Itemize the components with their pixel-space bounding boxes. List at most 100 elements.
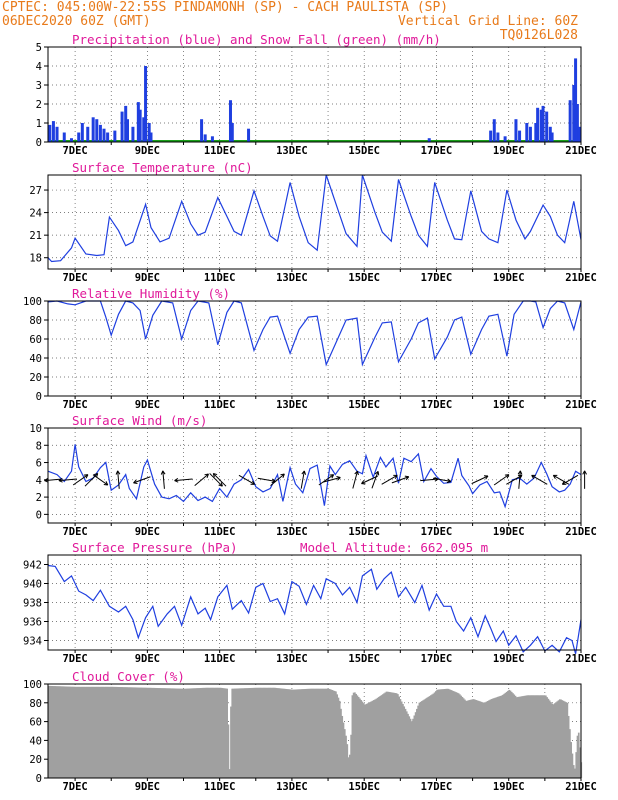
precipitation-bar xyxy=(62,132,66,142)
wind-arrow xyxy=(209,473,223,487)
cloud-cover-bar xyxy=(101,686,103,778)
cloud-cover-bar xyxy=(107,686,110,778)
wind-arrow xyxy=(212,472,227,487)
cloud-cover-bar xyxy=(72,686,74,778)
wind-arrow xyxy=(561,474,579,485)
cloud-cover-bar xyxy=(466,700,469,778)
panel-frame xyxy=(47,427,582,524)
cloud-cover-bar xyxy=(565,702,567,778)
x-tick-label: 13DEC xyxy=(276,653,308,665)
cloud-cover-bar xyxy=(66,686,69,778)
cloud-cover-bar xyxy=(575,752,578,778)
cloud-cover-bar xyxy=(147,687,150,778)
x-tick-label: 11DEC xyxy=(204,272,236,284)
cloud-cover-bar xyxy=(264,687,266,778)
x-tick-label: 13DEC xyxy=(276,399,308,411)
cloud-cover-bar xyxy=(106,686,108,778)
wind-arrow xyxy=(270,473,285,486)
cloud-cover-bar xyxy=(183,688,185,778)
wind-arrow xyxy=(318,474,335,486)
precipitation-bar xyxy=(147,123,151,142)
y-tick-label: 5 xyxy=(36,42,42,54)
wind-arrow xyxy=(300,470,307,489)
cloud-cover-bar xyxy=(298,689,301,778)
cloud-cover-bar xyxy=(254,687,256,778)
cloud-cover-bar xyxy=(510,691,513,778)
cloud-cover-bar xyxy=(513,694,516,778)
cloud-cover-bar xyxy=(250,687,253,778)
wind-arrow xyxy=(531,474,548,485)
precipitation-bar xyxy=(69,138,73,142)
panel-cloud: 0 20 40 60 80 100 7DEC 9DEC 11DEC 13DEC 15DEC 17DEC… xyxy=(23,669,597,793)
x-tick-label: 21DEC xyxy=(565,526,597,538)
cloud-cover-bar xyxy=(98,686,101,778)
cloud-cover-bar xyxy=(261,687,264,778)
y-tick-label: 60 xyxy=(29,334,42,346)
cloud-cover-bar xyxy=(327,688,330,778)
cloud-cover-bar xyxy=(493,698,495,778)
cloud-cover-bar xyxy=(294,689,297,778)
precipitation-bar xyxy=(572,85,576,142)
cloud-cover-bar xyxy=(373,700,375,778)
cloud-cover-bar xyxy=(120,687,122,778)
cloud-cover-bar xyxy=(579,747,581,778)
x-tick-label: 7DEC xyxy=(62,272,87,284)
cloud-cover-bar xyxy=(534,695,537,778)
cloud-cover-bar xyxy=(495,697,498,778)
panel-temperature: 18 21 24 27 7DEC 9DEC 11DEC 13DEC 15DEC 17DEC 19DE… xyxy=(29,160,596,284)
cloud-cover-bar xyxy=(342,722,345,778)
cloud-cover-bar xyxy=(307,688,309,778)
x-tick-label: 9DEC xyxy=(135,272,160,284)
wind-arrow-shaft xyxy=(391,476,409,484)
cloud-cover-bar xyxy=(389,692,392,778)
cloud-cover-bar xyxy=(155,687,158,778)
cloud-cover-bar xyxy=(94,686,97,778)
cloud-cover-bar xyxy=(500,695,503,778)
cloud-cover-bar xyxy=(150,687,153,778)
y-tick-label: 0 xyxy=(36,509,42,521)
wind-arrow-head xyxy=(83,474,89,479)
cloud-cover-bar xyxy=(130,687,132,778)
y-tick-label: 934 xyxy=(23,636,42,648)
cloud-cover-bar xyxy=(136,687,139,778)
cloud-cover-bar xyxy=(349,754,351,778)
cloud-cover-bar xyxy=(508,689,511,778)
cloud-cover-bar xyxy=(364,704,366,778)
precipitation-bar xyxy=(518,130,522,142)
cloud-cover-bar xyxy=(227,724,230,778)
cloud-cover-bar xyxy=(515,697,518,778)
wind-arrow xyxy=(432,477,452,484)
x-tick-label: 17DEC xyxy=(421,653,453,665)
cloud-cover-bar xyxy=(498,696,500,778)
cloud-cover-bar xyxy=(237,688,240,778)
cloud-cover-bar xyxy=(281,688,284,778)
y-tick-label: 3 xyxy=(36,80,42,92)
precipitation-bar xyxy=(577,126,581,142)
wind-arrow xyxy=(257,477,276,484)
cloud-cover-bar xyxy=(88,686,91,778)
y-tick-label: 0 xyxy=(36,391,42,403)
wind-arrow-head xyxy=(393,474,398,479)
cloud-cover-bar xyxy=(169,688,172,778)
cloud-cover-bar xyxy=(362,703,365,778)
wind-arrow-head xyxy=(336,476,341,481)
wind-arrow-head xyxy=(115,470,121,475)
cloud-cover-bar xyxy=(221,687,223,778)
cloud-cover-bar xyxy=(209,687,212,778)
cloud-cover-bar xyxy=(302,689,304,778)
wind-arrow-head xyxy=(504,474,510,479)
cloud-cover-bar xyxy=(574,768,576,778)
precipitation-bar xyxy=(124,105,128,142)
wind-arrow xyxy=(174,477,193,483)
cloud-cover-bar xyxy=(361,701,364,778)
y-tick-label: 20 xyxy=(29,754,42,766)
x-tick-label: 17DEC xyxy=(421,272,453,284)
header-line1: CPTEC: 045:00W-22:55S PINDAMONH (SP) - C… xyxy=(2,0,448,15)
x-tick-label: 21DEC xyxy=(565,399,597,411)
cloud-cover-bar xyxy=(79,686,82,778)
wind-arrow-head xyxy=(446,478,452,484)
cloud-cover-bar xyxy=(289,689,292,778)
cloud-cover-bar xyxy=(104,686,107,778)
wind-arrow-shaft xyxy=(352,470,358,489)
